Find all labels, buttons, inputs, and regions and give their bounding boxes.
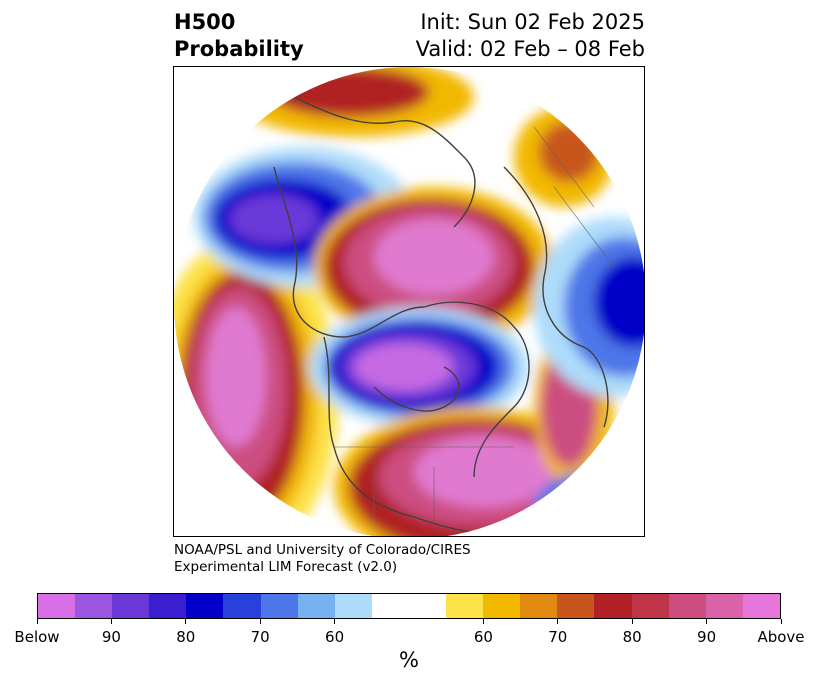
colorbar-tick-mark: [557, 619, 559, 624]
colorbar-tick-label: Above: [757, 628, 805, 646]
colorbar-tick-label: 60: [473, 628, 493, 646]
colorbar-segment-above-9: [742, 594, 780, 618]
colorbar-segment-above-3: [520, 594, 558, 618]
colorbar-tick-label: 70: [548, 628, 568, 646]
colorbar-tick-mark: [36, 619, 38, 624]
colorbar-tick-mark: [482, 619, 484, 624]
colorbar-segment-above-1: [446, 594, 484, 618]
colorbar-tick-mark: [259, 619, 261, 624]
colorbar-tick-mark: [334, 619, 336, 624]
anomaly-canada-core: [354, 343, 454, 391]
title-variable: H500: [174, 10, 236, 34]
anomaly-pacific-core: [206, 307, 266, 447]
colorbar-tick-mark: [631, 619, 633, 624]
init-date: Init: Sun 02 Feb 2025: [420, 10, 645, 34]
credit-line-1: NOAA/PSL and University of Colorado/CIRE…: [174, 542, 471, 558]
colorbar-units: %: [399, 648, 419, 672]
colorbar-tick-label: 80: [622, 628, 642, 646]
colorbar-segment-above-4: [557, 594, 595, 618]
colorbar-segment-above-8: [705, 594, 743, 618]
colorbar-tick-mark: [110, 619, 112, 624]
map-panel: [173, 66, 645, 537]
colorbar-segment-below-6: [223, 594, 261, 618]
colorbar-segment-below-1: [38, 594, 76, 618]
colorbar-segment-below-8: [297, 594, 335, 618]
colorbar-segment-above-7: [668, 594, 706, 618]
colorbar-segment-below-9: [334, 594, 372, 618]
colorbar-tick-label: 70: [250, 628, 270, 646]
colorbar-tick-label: Below: [14, 628, 60, 646]
colorbar-segment-below-7: [260, 594, 298, 618]
anomaly-eastus-core: [414, 437, 554, 507]
anomaly-arctic-rim-core: [269, 67, 429, 117]
colorbar-segment-above-2: [483, 594, 521, 618]
colorbar-segment-above-5: [594, 594, 632, 618]
colorbar-tick-label: 90: [101, 628, 121, 646]
anomaly-siberia-core: [229, 194, 319, 244]
colorbar-tick-mark: [780, 619, 782, 624]
anomaly-eurasia-core: [539, 122, 599, 182]
colorbar-segment-above-6: [631, 594, 669, 618]
borders: [334, 126, 615, 522]
anomaly-pole-core: [374, 219, 494, 295]
colorbar-segment-below-3: [112, 594, 150, 618]
colorbar-tick-mark: [706, 619, 708, 624]
colorbar-tick-label: 80: [176, 628, 196, 646]
colorbar-segment-below-2: [75, 594, 113, 618]
colorbar-segment-below-4: [149, 594, 187, 618]
anomaly-europe-core: [594, 257, 644, 347]
colorbar-tick-mark: [185, 619, 187, 624]
colorbar: [37, 593, 781, 619]
credit-line-2: Experimental LIM Forecast (v2.0): [174, 559, 398, 575]
valid-range: Valid: 02 Feb – 08 Feb: [415, 37, 645, 61]
colorbar-tick-label: 90: [697, 628, 717, 646]
colorbar-segment-below-5: [186, 594, 224, 618]
probability-map: [174, 67, 644, 536]
colorbar-segment-neutral: [371, 594, 447, 618]
title-field: Probability: [174, 37, 304, 61]
colorbar-tick-label: 60: [325, 628, 345, 646]
